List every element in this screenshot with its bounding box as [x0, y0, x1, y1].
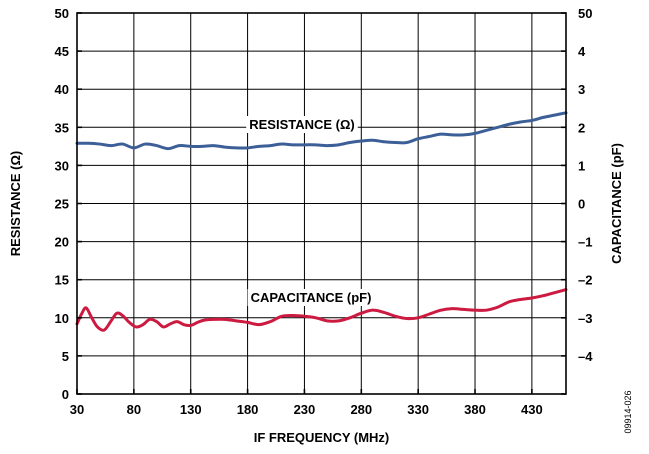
- y-tick-label: 15: [55, 273, 69, 288]
- y2-tick-label: –3: [578, 311, 592, 326]
- x-tick-label: 230: [294, 402, 316, 417]
- figure-id: 09914-026: [623, 390, 633, 433]
- y-tick-label: 0: [62, 387, 69, 402]
- y-tick-label: 5: [62, 349, 69, 364]
- y-tick-label: 40: [55, 82, 69, 97]
- resistance-annotation: RESISTANCE (Ω): [246, 116, 358, 133]
- y2-tick-label: 50: [578, 6, 592, 21]
- y2-tick-label: 4: [578, 44, 586, 59]
- resistance-annotation-label: RESISTANCE (Ω): [249, 117, 355, 132]
- y2-tick-label: –4: [578, 349, 593, 364]
- y2-tick-label: 3: [578, 82, 585, 97]
- x-tick-label: 280: [350, 402, 372, 417]
- y2-axis-title: CAPACITANCE (pF): [609, 143, 624, 264]
- resistance-line: [75, 111, 568, 151]
- y-tick-label: 10: [55, 311, 69, 326]
- x-tick-label: 130: [180, 402, 202, 417]
- grid: [77, 13, 566, 394]
- y-axis-title: RESISTANCE (Ω): [8, 151, 23, 257]
- resistance-annotation-bg: [246, 116, 358, 133]
- x-tick-label: 380: [464, 402, 486, 417]
- tick-marks: [76, 12, 566, 395]
- y-tick-label: 25: [55, 197, 69, 212]
- capacitance-annotation-bg: [247, 289, 375, 306]
- y2-tick-label: –1: [578, 235, 592, 250]
- y-tick-label: 45: [55, 44, 69, 59]
- y-tick-label: 20: [55, 235, 69, 250]
- y-tick-label: 35: [55, 120, 69, 135]
- capacitance-line: [75, 288, 568, 332]
- series-layer: [75, 111, 568, 332]
- y2-tick-label: 1: [578, 158, 585, 173]
- x-tick-label: 180: [237, 402, 259, 417]
- y-tick-label: 50: [55, 6, 69, 21]
- tick-labels: 0 5 10 15 20 25 30 35 40 45 50 –4 –3 –2 –1 0 1 2 3 4 50 30 80 1…: [55, 6, 594, 417]
- y2-tick-label: 0: [578, 197, 585, 212]
- x-tick-label: 430: [521, 402, 543, 417]
- x-tick-label: 30: [70, 402, 84, 417]
- y2-tick-label: –2: [578, 273, 592, 288]
- y2-tick-label: 2: [578, 120, 585, 135]
- x-tick-label: 330: [407, 402, 429, 417]
- x-tick-label: 80: [127, 402, 141, 417]
- x-axis-title: IF FREQUENCY (MHz): [254, 430, 390, 445]
- capacitance-annotation: CAPACITANCE (pF): [247, 289, 375, 306]
- y-tick-label: 30: [55, 158, 69, 173]
- capacitance-annotation-label: CAPACITANCE (pF): [251, 290, 372, 305]
